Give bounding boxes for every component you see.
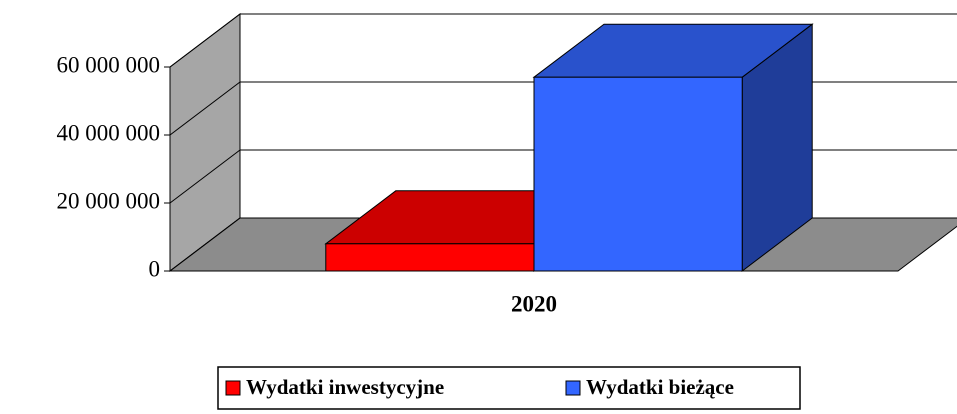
y-tick-label: 0 bbox=[149, 256, 161, 281]
y-tick-label: 60 000 000 bbox=[57, 52, 161, 77]
legend-swatch bbox=[565, 380, 581, 396]
grid-line bbox=[169, 81, 241, 136]
x-tick-label: 2020 bbox=[511, 291, 557, 316]
grid-line bbox=[169, 13, 241, 68]
legend-box bbox=[217, 366, 801, 410]
y-tick-label: 20 000 000 bbox=[57, 188, 161, 213]
legend-swatch bbox=[225, 380, 241, 396]
grid-line bbox=[169, 149, 241, 204]
bar bbox=[533, 76, 743, 272]
legend-label: Wydatki bieżące bbox=[586, 375, 734, 399]
bar bbox=[325, 243, 535, 272]
y-tick-label: 40 000 000 bbox=[57, 120, 161, 145]
legend-label: Wydatki inwestycyjne bbox=[246, 375, 444, 399]
grid-line bbox=[169, 217, 241, 272]
